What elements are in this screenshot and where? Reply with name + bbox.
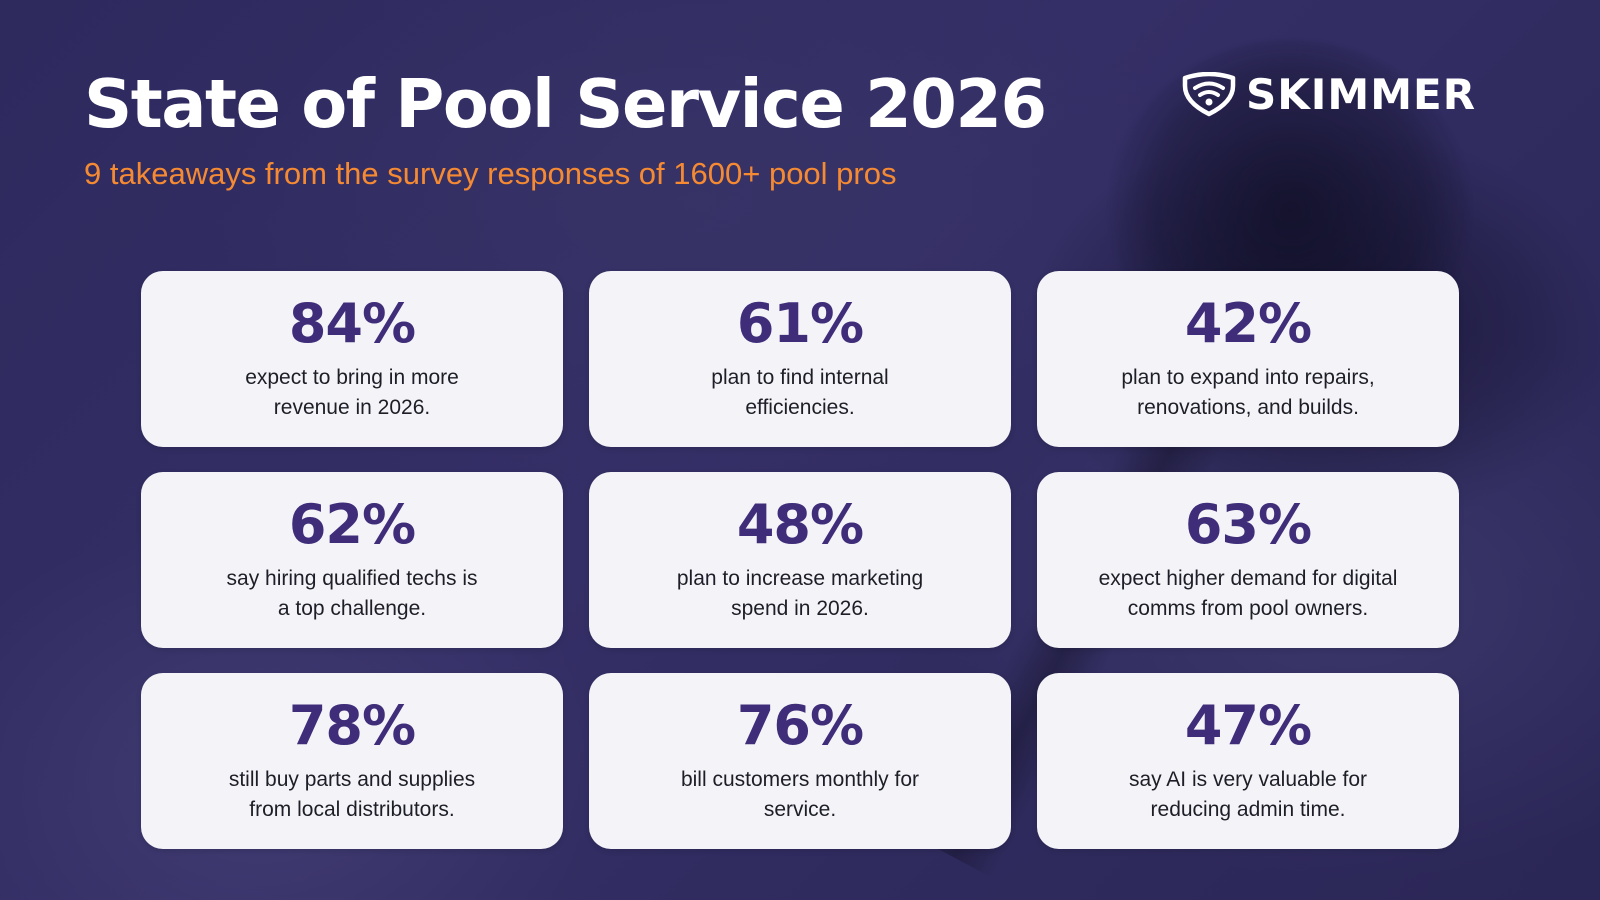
stat-description-line: revenue in 2026. bbox=[273, 396, 431, 419]
stat-description-line: plan to expand into repairs, bbox=[1121, 366, 1375, 389]
stat-description-line: comms from pool owners. bbox=[1127, 597, 1369, 620]
stat-description-line: reducing admin time. bbox=[1150, 798, 1346, 821]
stat-card: 76% bill customers monthly for service. bbox=[589, 673, 1011, 849]
stat-value: 42% bbox=[1184, 292, 1312, 355]
stat-description-line: expect to bring in more bbox=[245, 366, 459, 389]
stat-value: 47% bbox=[1184, 694, 1312, 757]
stat-value: 78% bbox=[288, 694, 416, 757]
stat-description: expect to bring in more revenue in 2026. bbox=[202, 363, 502, 423]
stat-description: plan to expand into repairs, renovations… bbox=[1098, 363, 1398, 423]
stat-description-line: spend in 2026. bbox=[731, 597, 869, 620]
header: State of Pool Service 2026 9 takeaways f… bbox=[84, 62, 1047, 192]
stat-description-line: service. bbox=[763, 798, 837, 821]
stat-description-line: say hiring qualified techs is bbox=[226, 567, 478, 590]
stat-description-line: from local distributors. bbox=[249, 798, 455, 821]
stat-card: 78% still buy parts and supplies from lo… bbox=[141, 673, 563, 849]
stat-card: 84% expect to bring in more revenue in 2… bbox=[141, 271, 563, 447]
stat-card: 42% plan to expand into repairs, renovat… bbox=[1037, 271, 1459, 447]
stat-value: 48% bbox=[736, 493, 864, 556]
stat-description: bill customers monthly for service. bbox=[650, 765, 950, 825]
skimmer-logo: SKIMMER bbox=[1180, 70, 1476, 119]
stat-card: 63% expect higher demand for digital com… bbox=[1037, 472, 1459, 648]
stat-description-line: efficiencies. bbox=[745, 396, 855, 419]
stat-description-line: still buy parts and supplies bbox=[228, 768, 476, 791]
stat-card: 48% plan to increase marketing spend in … bbox=[589, 472, 1011, 648]
stat-value: 61% bbox=[736, 292, 864, 355]
stat-description: say AI is very valuable for reducing adm… bbox=[1098, 765, 1398, 825]
stat-description-line: expect higher demand for digital bbox=[1098, 567, 1398, 590]
stat-description-line: bill customers monthly for bbox=[680, 768, 920, 791]
stat-description-line: say AI is very valuable for bbox=[1128, 768, 1368, 791]
stat-description: plan to increase marketing spend in 2026… bbox=[650, 564, 950, 624]
stat-card: 62% say hiring qualified techs is a top … bbox=[141, 472, 563, 648]
logo-text: SKIMMER bbox=[1246, 70, 1477, 119]
takeaways-grid: 84% expect to bring in more revenue in 2… bbox=[141, 271, 1459, 849]
stat-value: 63% bbox=[1184, 493, 1312, 556]
stat-description: say hiring qualified techs is a top chal… bbox=[202, 564, 502, 624]
stat-card: 47% say AI is very valuable for reducing… bbox=[1037, 673, 1459, 849]
wifi-shield-icon bbox=[1182, 71, 1236, 116]
stat-description: plan to find internal efficiencies. bbox=[650, 363, 950, 423]
stat-description: still buy parts and supplies from local … bbox=[202, 765, 502, 825]
page-subtitle: 9 takeaways from the survey responses of… bbox=[84, 156, 897, 191]
stat-value: 76% bbox=[736, 694, 864, 757]
page-title: State of Pool Service 2026 bbox=[84, 65, 1047, 143]
stat-description: expect higher demand for digital comms f… bbox=[1098, 564, 1398, 624]
stat-description-line: a top challenge. bbox=[277, 597, 427, 620]
stat-description-line: plan to increase marketing bbox=[676, 567, 924, 590]
stat-description-line: plan to find internal bbox=[711, 366, 889, 389]
stat-value: 84% bbox=[288, 292, 416, 355]
stat-value: 62% bbox=[288, 493, 416, 556]
stat-card: 61% plan to find internal efficiencies. bbox=[589, 271, 1011, 447]
stat-description-line: renovations, and builds. bbox=[1137, 396, 1359, 419]
